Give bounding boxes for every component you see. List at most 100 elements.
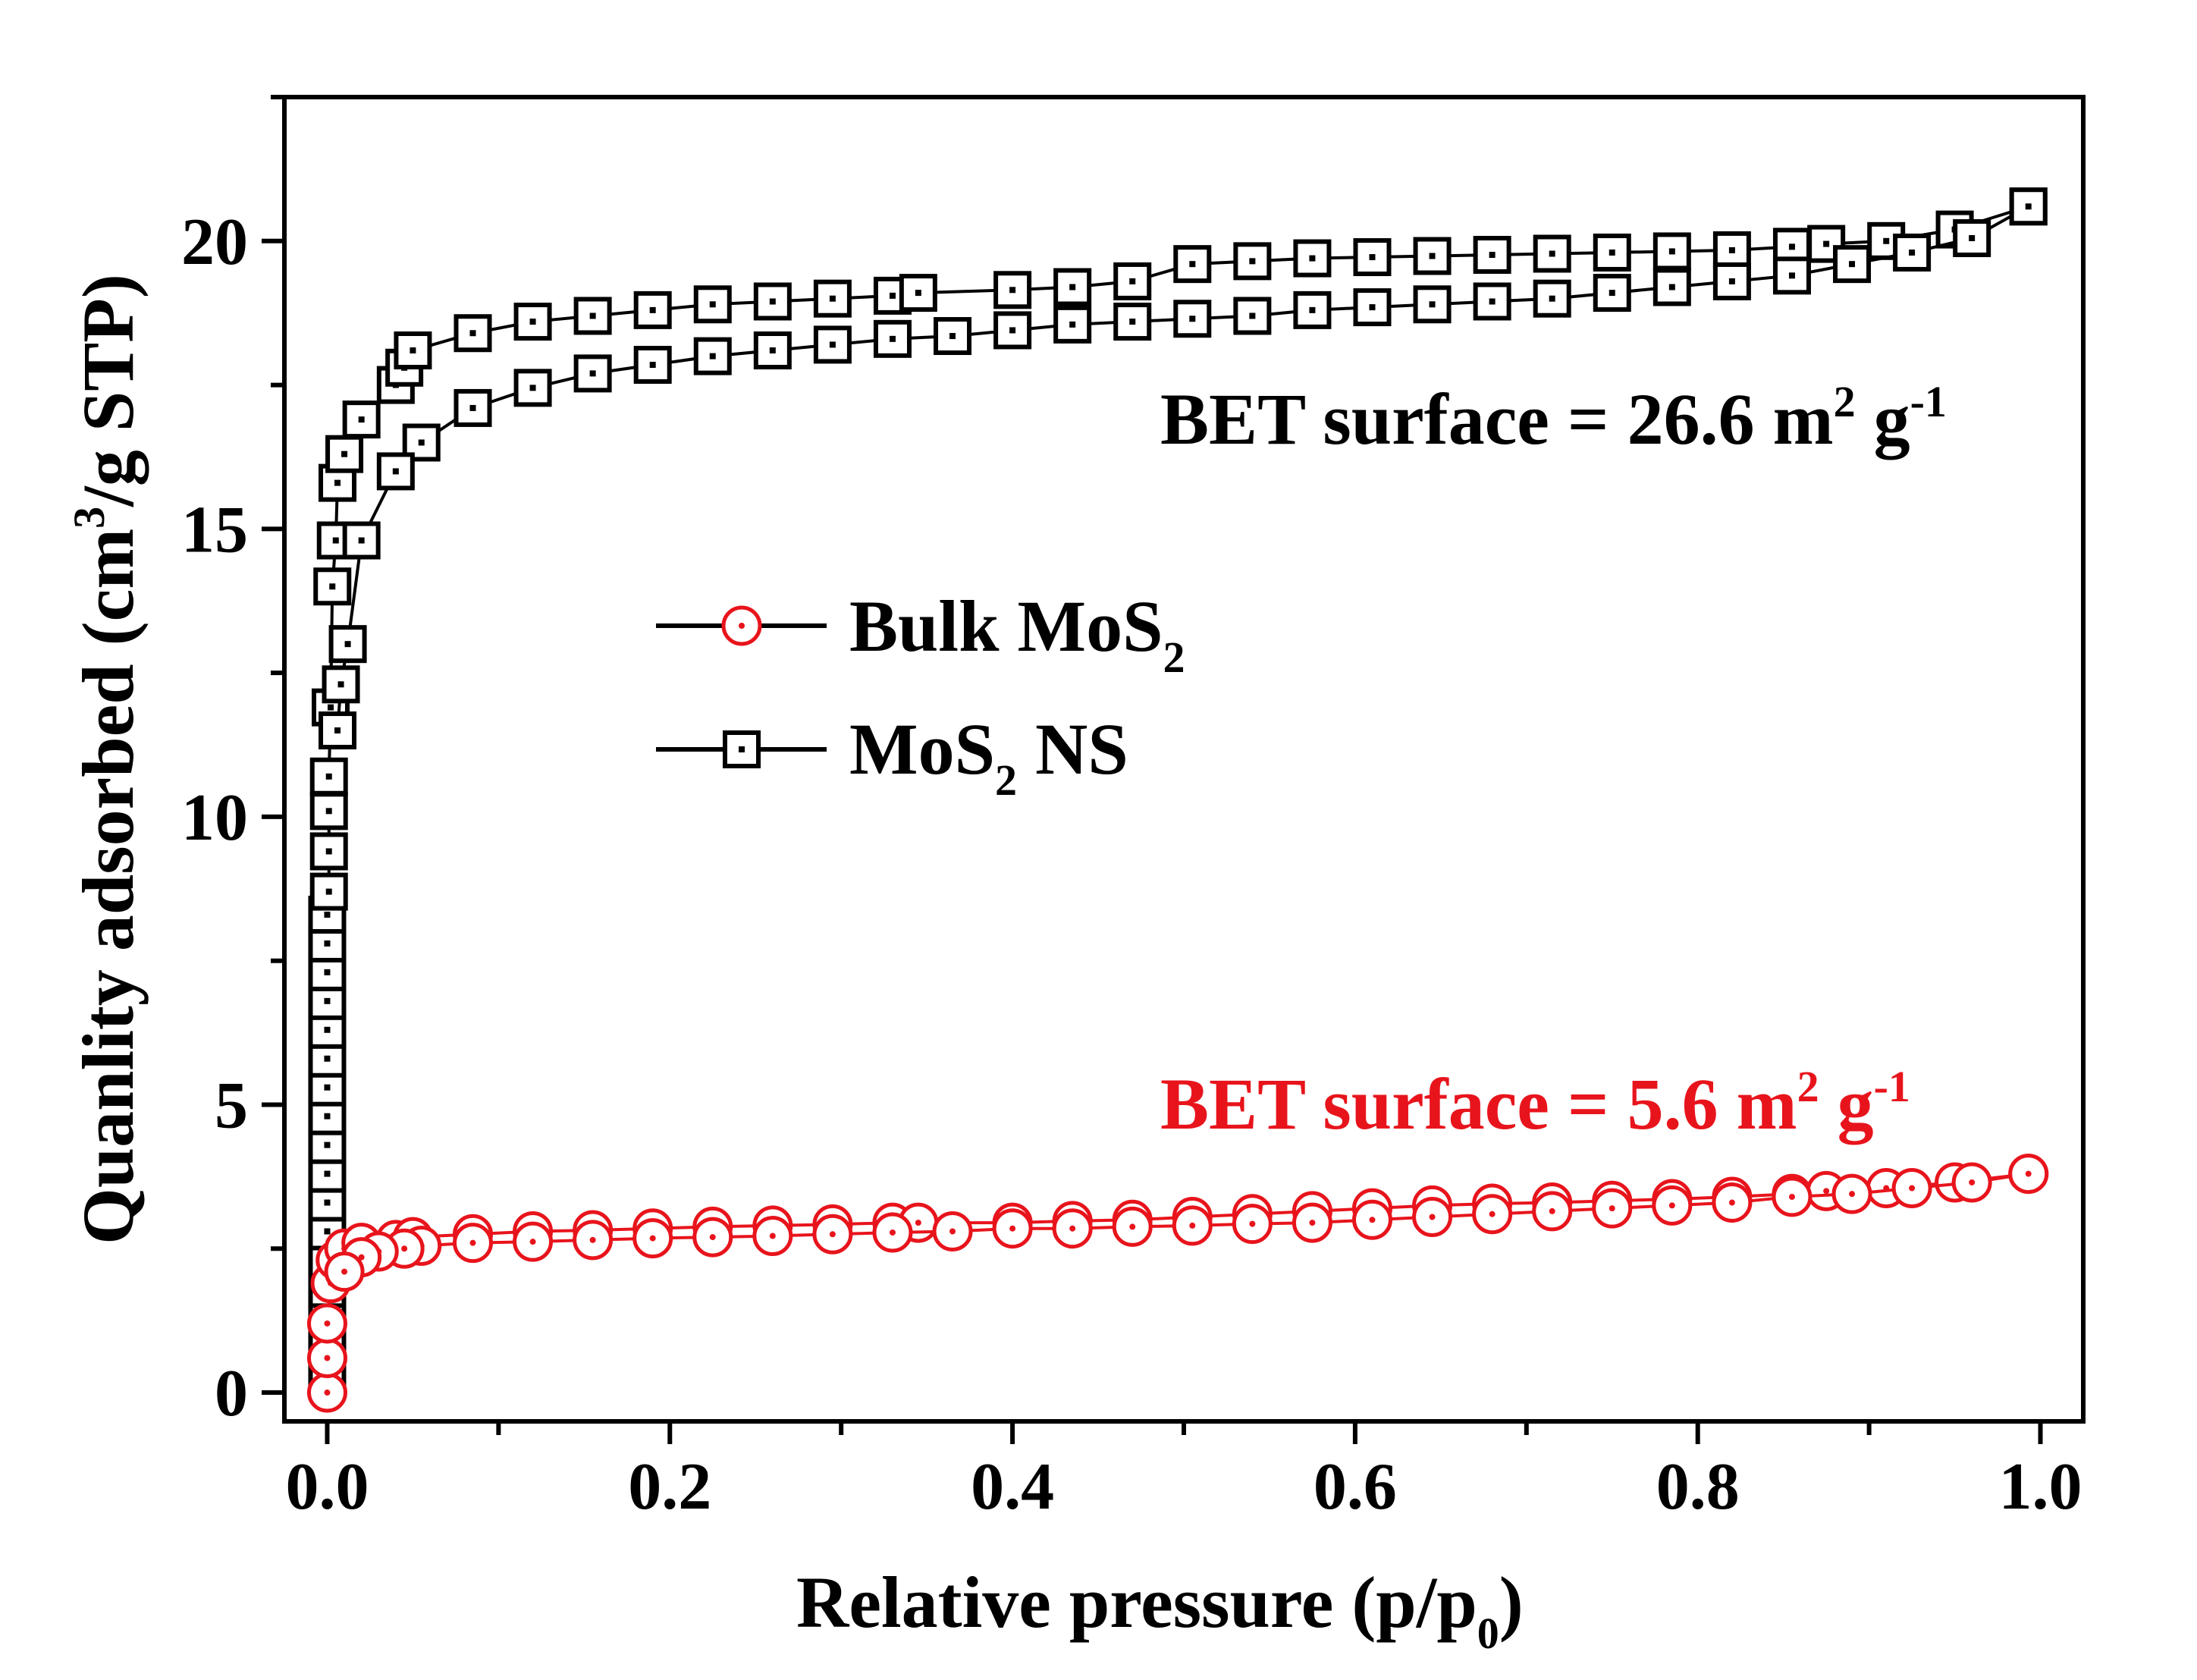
legend-marker-circle-dot xyxy=(739,623,745,629)
data-point-square xyxy=(1233,242,1272,281)
data-point-circle-dot xyxy=(915,1220,921,1226)
data-point-square-dot xyxy=(1189,261,1196,268)
data-point-square-dot xyxy=(1249,258,1256,265)
x-axis-label-end: ) xyxy=(1499,1562,1524,1643)
data-point-circle-dot xyxy=(769,1233,776,1239)
data-point-square-dot xyxy=(1429,301,1436,308)
data-point-circle-dot xyxy=(529,1239,536,1245)
data-point-square-dot xyxy=(344,641,351,648)
data-point-square-dot xyxy=(1788,272,1795,279)
data-point-square-dot xyxy=(829,341,836,348)
data-point-square-dot xyxy=(889,335,896,342)
data-point-square-dot xyxy=(410,347,416,354)
bet-ns-sup1: 2 xyxy=(1834,377,1856,426)
data-point-square xyxy=(1593,274,1631,312)
data-point-square-dot xyxy=(1129,278,1136,284)
data-point-square-dot xyxy=(2025,203,2032,210)
legend-label-bulk-sub: 2 xyxy=(1163,633,1185,682)
data-point-square-dot xyxy=(324,1026,331,1033)
data-point-circle-dot xyxy=(1189,1222,1196,1229)
data-point-square-dot xyxy=(1129,319,1136,325)
data-point-square-dot xyxy=(1668,284,1675,290)
data-point-square-dot xyxy=(1728,278,1735,284)
x-axis-label-sub: 0 xyxy=(1477,1609,1499,1658)
data-point-square-dot xyxy=(334,727,341,734)
data-point-square-dot xyxy=(1069,284,1076,290)
legend-label-ns-main: MoS xyxy=(849,708,995,790)
legend-label-bulk-mos2: Bulk MoS2 xyxy=(849,586,1185,682)
bet-ns-sup2: -1 xyxy=(1910,377,1947,426)
bet-bulk-sup1: 2 xyxy=(1797,1062,1819,1111)
bet-bulk-sup2: -1 xyxy=(1874,1062,1910,1111)
bet-annotation-ns: BET surface = 26.6 m2 g-1 xyxy=(1160,377,1947,460)
data-point-circle-dot xyxy=(709,1234,716,1241)
data-point-circle-dot xyxy=(649,1235,656,1242)
data-point-square-dot xyxy=(324,911,331,918)
data-point-circle-dot xyxy=(1823,1188,1830,1195)
data-point-square-dot xyxy=(337,681,344,688)
x-tick-label: 0.8 xyxy=(1656,1450,1740,1524)
y-tick-label: 15 xyxy=(181,493,248,567)
data-point-square-dot xyxy=(324,1228,331,1235)
data-point-square-dot xyxy=(324,940,331,947)
data-point-square-dot xyxy=(1609,290,1615,297)
data-point-square-dot xyxy=(1668,248,1675,255)
legend-marker-square-dot xyxy=(739,746,745,752)
data-point-square-dot xyxy=(529,385,536,391)
x-axis-label-main: Relative pressure (p/p xyxy=(796,1562,1477,1643)
data-point-square-dot xyxy=(358,537,365,544)
data-point-square-dot xyxy=(829,295,836,302)
data-point-circle-dot xyxy=(1009,1225,1016,1232)
data-point-square-dot xyxy=(327,704,334,711)
data-point-square-dot xyxy=(889,292,896,299)
data-point-square-dot xyxy=(324,997,331,1004)
data-point-circle-dot xyxy=(829,1231,836,1238)
data-point-square-dot xyxy=(915,290,921,297)
data-point-circle-dot xyxy=(889,1229,896,1236)
data-point-square-dot xyxy=(709,301,716,308)
data-point-square-dot xyxy=(324,1055,331,1062)
y-tick-label: 5 xyxy=(215,1069,248,1142)
data-point-square xyxy=(1533,234,1571,273)
data-point-circle-dot xyxy=(401,1245,408,1252)
data-point-square-dot xyxy=(1849,261,1856,268)
x-tick-label: 0.2 xyxy=(628,1450,711,1524)
data-point-square-dot xyxy=(329,583,336,590)
data-point-square-dot xyxy=(649,306,656,313)
data-point-square xyxy=(1053,305,1092,344)
data-point-square-dot xyxy=(1728,247,1735,253)
data-point-square xyxy=(1113,262,1152,300)
y-axis-label: Quanlity adsorbed (cm3/g STP) xyxy=(64,274,149,1245)
data-point-square xyxy=(1353,238,1392,277)
axis-ticks: 0.0 0.2 0.4 0.6 0.8 1.0 0 5 10 15 20 xyxy=(181,95,2082,1524)
data-point-square-dot xyxy=(324,1113,331,1119)
data-point-square xyxy=(633,345,672,384)
data-point-circle-dot xyxy=(1909,1185,1916,1192)
data-point-circle-dot xyxy=(1429,1214,1436,1220)
bet-ns-mid: g xyxy=(1856,378,1910,460)
data-point-square-dot xyxy=(1369,254,1376,261)
data-point-square xyxy=(1772,256,1811,295)
data-point-square xyxy=(313,567,352,606)
y-axis-label-sup: 3 xyxy=(64,507,114,529)
data-point-circle-dot xyxy=(324,1320,331,1327)
data-point-square-dot xyxy=(1069,321,1076,328)
y-tick-label: 10 xyxy=(181,781,248,855)
data-point-square-dot xyxy=(1489,298,1496,305)
data-point-circle-dot xyxy=(324,1355,331,1361)
data-point-square-dot xyxy=(358,416,365,423)
data-point-circle-dot xyxy=(469,1239,476,1246)
data-point-square-dot xyxy=(332,537,339,544)
data-point-square-dot xyxy=(1189,316,1196,322)
data-point-square xyxy=(1953,218,1991,257)
data-point-square-dot xyxy=(1883,237,1890,244)
data-point-square-dot xyxy=(325,773,332,780)
data-point-square-dot xyxy=(1489,252,1496,259)
x-tick-label: 0.6 xyxy=(1313,1450,1397,1524)
data-point-square-dot xyxy=(418,439,425,446)
data-point-square xyxy=(319,711,357,750)
data-point-square-dot xyxy=(392,468,399,475)
data-point-square-dot xyxy=(1249,312,1256,319)
data-point-circle-dot xyxy=(1369,1217,1376,1223)
series-1 xyxy=(319,187,2048,750)
